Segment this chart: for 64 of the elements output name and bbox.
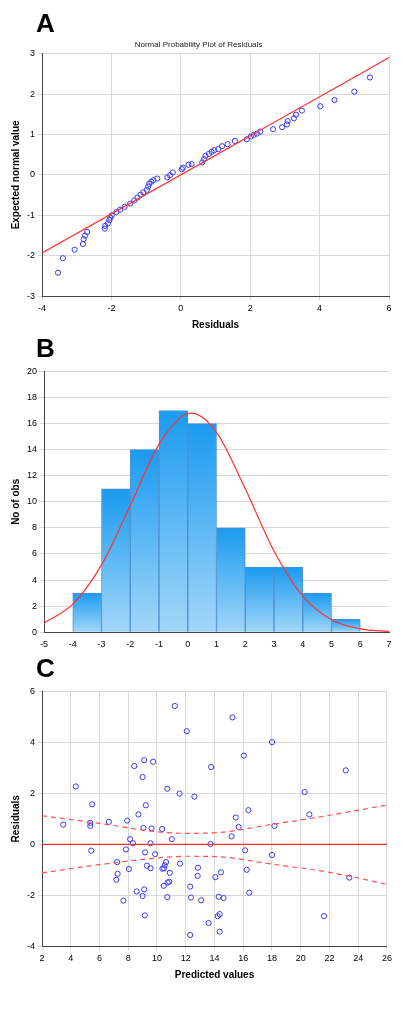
x-tick-label: -1 <box>155 639 164 650</box>
chart-subtitle: Normal Probability Plot of Residuals <box>134 40 263 49</box>
y-axis-title: No of obs <box>9 478 21 525</box>
y-tick-label: 10 <box>27 496 38 507</box>
y-tick-label: 12 <box>27 470 38 481</box>
x-tick-label: 2 <box>247 303 253 314</box>
x-tick-label: 3 <box>271 639 277 650</box>
x-axis-title: Predicted values <box>174 968 255 980</box>
x-tick-label: -5 <box>40 639 49 650</box>
x-tick-label: 6 <box>357 639 363 650</box>
y-tick-label: -1 <box>26 209 35 220</box>
y-tick-label: 2 <box>32 600 38 611</box>
y-tick-label: 14 <box>27 444 38 455</box>
y-tick-label: 2 <box>29 787 35 798</box>
x-tick-label: -3 <box>97 639 106 650</box>
x-tick-label: 0 <box>185 639 191 650</box>
y-tick-label: -4 <box>26 940 35 951</box>
y-tick-label: -2 <box>26 250 35 261</box>
y-tick-label: 8 <box>32 522 38 533</box>
y-tick-label: 1 <box>29 128 35 139</box>
x-tick-label: 12 <box>180 953 191 964</box>
x-tick-label: 22 <box>324 953 335 964</box>
x-tick-label: 8 <box>125 953 131 964</box>
y-tick-label: 0 <box>29 169 35 180</box>
x-tick-label: 7 <box>386 639 392 650</box>
x-tick-label: 5 <box>328 639 335 650</box>
x-tick-label: 16 <box>238 953 249 964</box>
y-tick-label: 6 <box>29 685 35 696</box>
x-tick-label: -2 <box>126 639 135 650</box>
y-tick-label: 3 <box>29 48 35 59</box>
x-axis-title: Residuals <box>191 318 240 330</box>
y-tick-label: 0 <box>29 838 35 849</box>
y-tick-label: 20 <box>27 365 38 376</box>
y-tick-label: 16 <box>27 418 38 429</box>
x-tick-label: 14 <box>209 953 220 964</box>
x-tick-label: 20 <box>295 953 306 964</box>
x-tick-label: 0 <box>178 303 184 314</box>
x-tick-label: -2 <box>107 303 116 314</box>
x-tick-label: -4 <box>68 639 77 650</box>
x-tick-label: 1 <box>214 639 220 650</box>
y-tick-label: 6 <box>32 548 38 559</box>
y-tick-label: 18 <box>27 391 38 402</box>
y-tick-label: 2 <box>29 88 35 99</box>
chart-title: C <box>35 653 56 683</box>
x-tick-label: 2 <box>39 953 45 964</box>
x-tick-label: 26 <box>381 953 392 964</box>
x-tick-label: 4 <box>317 303 323 314</box>
y-axis-title: Expected normal value <box>9 120 21 230</box>
y-tick-label: 0 <box>32 626 38 637</box>
y-tick-label: 4 <box>29 736 35 747</box>
chart-title: A <box>35 8 56 38</box>
y-tick-label: -3 <box>26 290 35 301</box>
x-tick-label: 10 <box>151 953 163 964</box>
x-tick-label: 2 <box>242 639 248 650</box>
x-tick-label: 18 <box>266 953 278 964</box>
x-tick-label: 6 <box>96 953 103 964</box>
x-tick-label: 24 <box>353 953 364 964</box>
y-axis-title: Residuals <box>9 794 21 843</box>
x-tick-label: 6 <box>386 303 392 314</box>
x-tick-label: 4 <box>300 639 306 650</box>
y-tick-label: 4 <box>32 574 38 585</box>
chart-title: B <box>35 333 56 363</box>
y-tick-label: -2 <box>26 889 35 900</box>
x-tick-label: 4 <box>68 953 74 964</box>
